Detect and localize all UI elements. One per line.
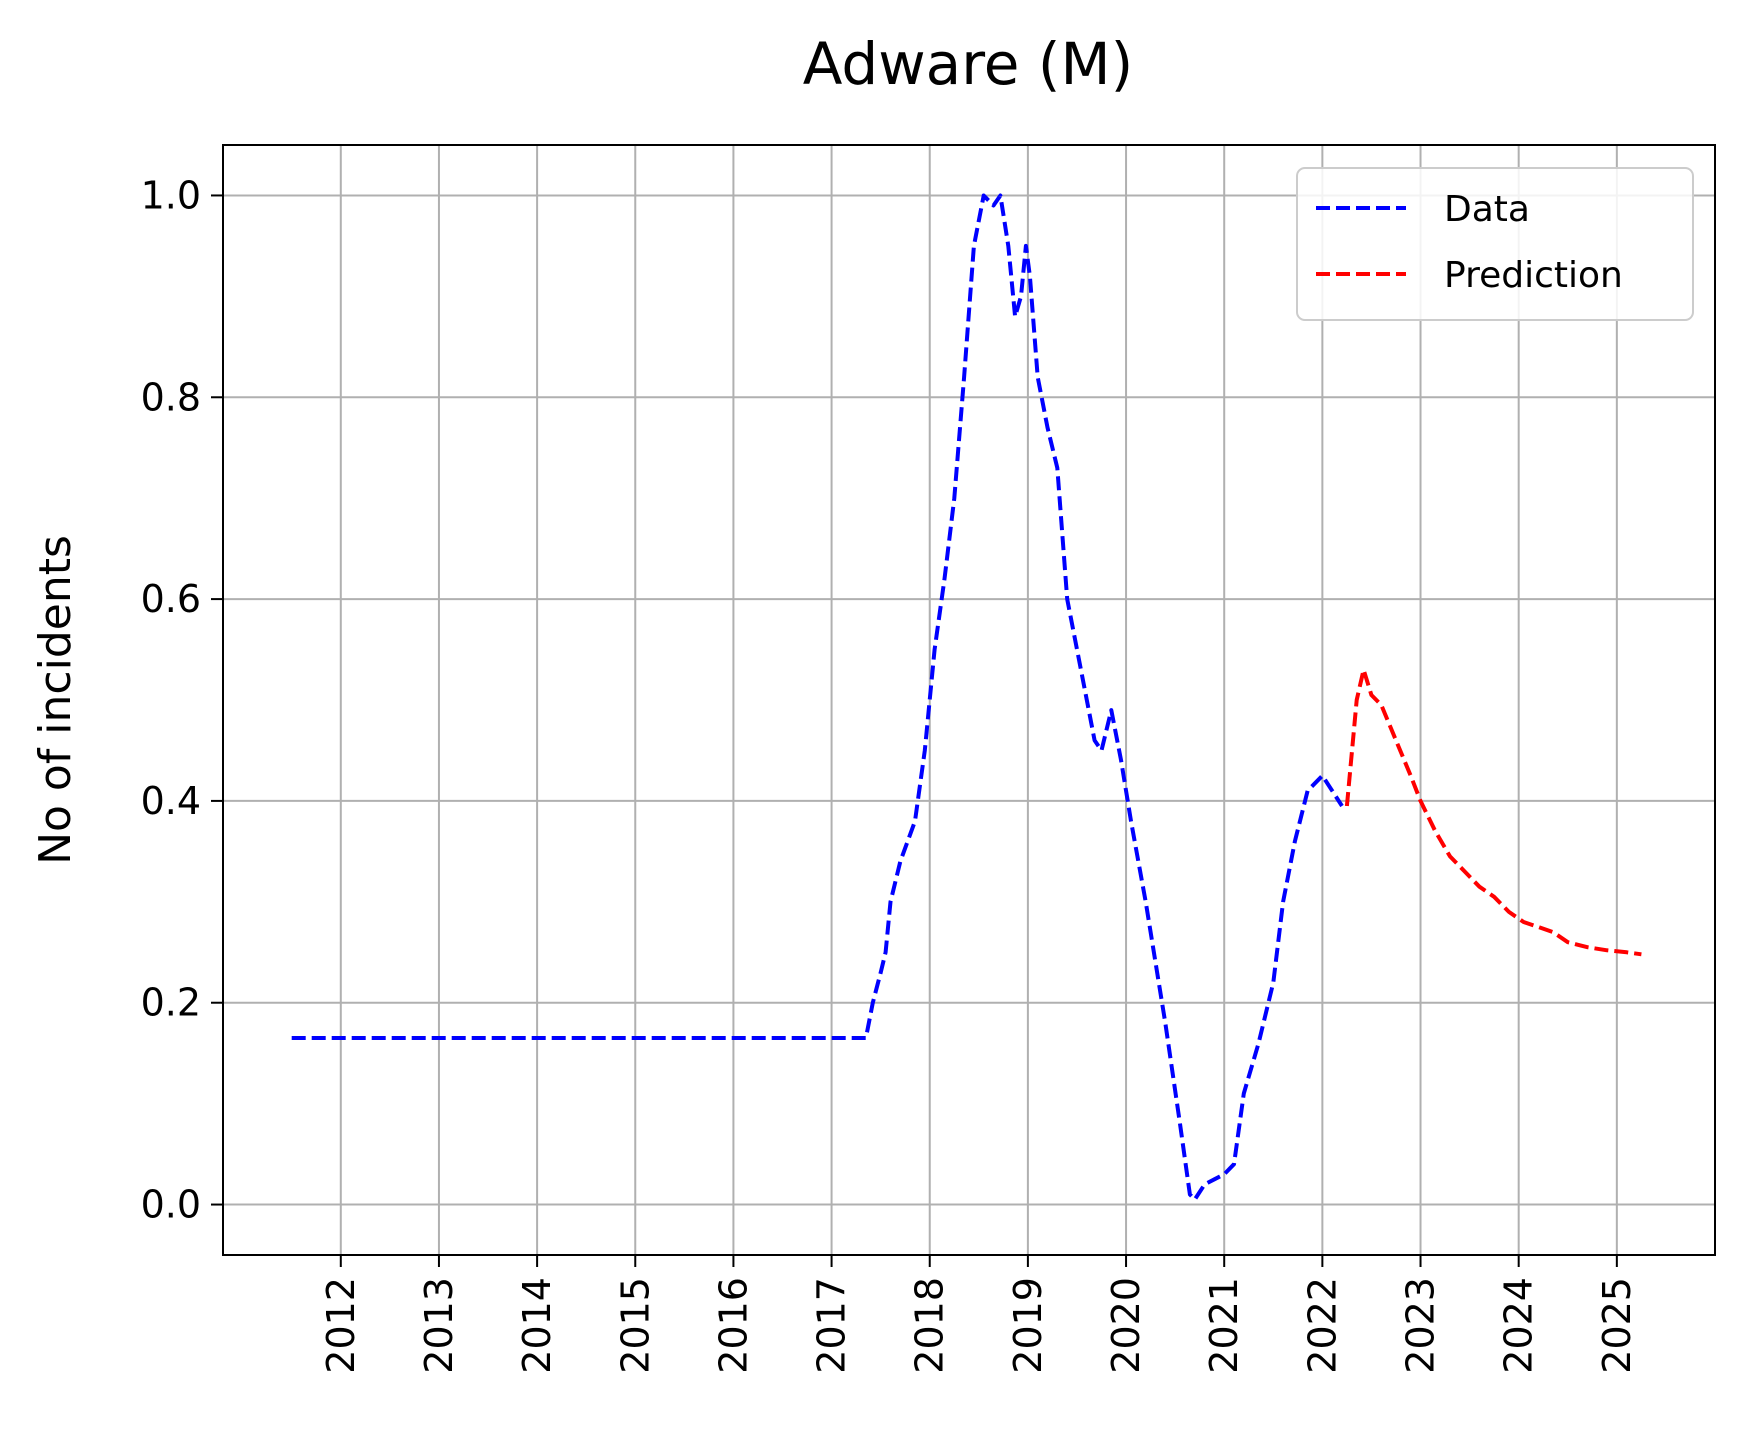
chart-title: Adware (M) (803, 30, 1133, 98)
y-tick-label: 0.8 (141, 375, 201, 419)
grid-lines (223, 145, 1715, 1255)
x-tick-label: 2025 (1595, 1277, 1639, 1374)
x-tick-label: 2024 (1497, 1277, 1541, 1374)
x-tick-label: 2015 (613, 1277, 657, 1374)
x-tick-label: 2020 (1104, 1277, 1148, 1374)
x-tick-label: 2022 (1300, 1277, 1344, 1374)
x-tick-label: 2014 (515, 1277, 559, 1374)
x-tick-label: 2017 (810, 1277, 854, 1374)
legend: Data Prediction (1296, 167, 1694, 321)
series-layer (291, 193, 1642, 1202)
legend-label-prediction: Prediction (1444, 255, 1623, 296)
x-tick-label: 2012 (319, 1277, 363, 1374)
x-tick-label: 2013 (417, 1277, 461, 1374)
x-tick-label: 2021 (1202, 1277, 1246, 1374)
y-tick-label: 0.6 (141, 577, 201, 621)
x-tick-label: 2019 (1006, 1277, 1050, 1374)
x-tick-label: 2023 (1399, 1277, 1443, 1374)
y-tick-label: 0.4 (141, 779, 201, 823)
series-line-prediction (1344, 667, 1642, 957)
x-tick-label: 2016 (711, 1277, 755, 1374)
y-axis-label: No of incidents (30, 535, 81, 865)
plot-area-frame (222, 144, 1716, 1256)
y-tick-label: 0.0 (141, 1183, 201, 1227)
series-line-data (291, 193, 1344, 1202)
y-tick-label: 1.0 (141, 173, 201, 217)
legend-label-data: Data (1444, 189, 1530, 230)
y-tick-label: 0.2 (141, 981, 201, 1025)
x-tick-label: 2018 (908, 1277, 952, 1374)
tick-layer: 2012 2013 2014 2015 2016 2017 2018 2019 2020 2021… (141, 173, 1639, 1373)
